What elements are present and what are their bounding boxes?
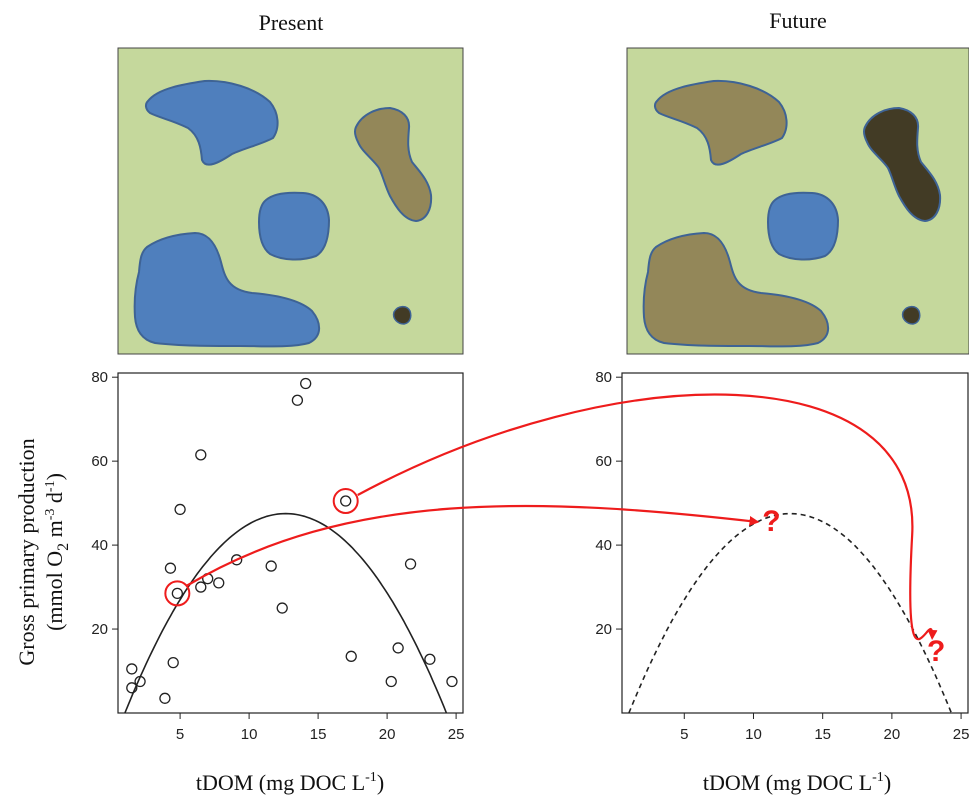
present-x-tick-label: 20 xyxy=(379,726,396,743)
present-y-tick-label: 20 xyxy=(91,621,108,638)
present-data-point xyxy=(300,377,312,390)
transfer-arrows xyxy=(186,393,938,641)
present-data-point xyxy=(404,558,417,570)
present-lake-center xyxy=(257,191,331,261)
y-axis-label-line2: (mmol O2 m-3 d-1) xyxy=(42,473,72,631)
present-data-point xyxy=(126,663,138,675)
present-x-tick-label: 5 xyxy=(176,726,184,743)
present-data-point xyxy=(171,587,183,600)
present-data-point xyxy=(276,602,288,614)
future-plot-frame xyxy=(621,372,969,714)
future-y-tick-label: 60 xyxy=(595,453,612,470)
present-data-point xyxy=(265,560,277,572)
future-y-tick-label: 80 xyxy=(595,369,612,386)
present-data-point xyxy=(164,562,177,574)
present-data-point xyxy=(345,650,357,662)
present-data-point xyxy=(424,653,436,665)
present-x-tick-label: 25 xyxy=(448,726,465,743)
future-x-tick-label: 25 xyxy=(953,726,969,743)
future-y-tick-label: 20 xyxy=(595,621,612,638)
present-data-point xyxy=(291,394,304,406)
present-x-axis-label: tDOM (mg DOC L-1) xyxy=(196,770,384,795)
present-pond-tiny xyxy=(392,305,412,325)
future-title: Future xyxy=(769,8,826,33)
future-x-tick-label: 10 xyxy=(745,726,762,743)
present-x-tick-label: 15 xyxy=(310,726,327,743)
y-axis-label-line1: Gross primary production xyxy=(14,438,39,665)
future-x-tick-label: 5 xyxy=(680,726,688,743)
present-data-point xyxy=(213,577,225,589)
future-y-tick-label: 40 xyxy=(595,537,612,554)
future-lake-top-left xyxy=(653,79,788,166)
present-data-point xyxy=(167,656,179,669)
arrow-to-peak-question xyxy=(186,504,760,587)
future-x-tick-label: 15 xyxy=(814,726,831,743)
future-question-mark: ? xyxy=(927,635,945,668)
present-data-point xyxy=(195,581,207,593)
future-lake-center xyxy=(766,191,840,261)
present-data-point xyxy=(340,495,352,507)
present-data-point xyxy=(231,554,243,566)
present-y-tick-label: 60 xyxy=(91,453,108,470)
present-plot-frame xyxy=(117,372,464,714)
present-lake-top-left xyxy=(144,79,279,166)
present-map xyxy=(117,47,464,355)
present-data-point xyxy=(174,503,186,516)
present-y-tick-label: 80 xyxy=(91,369,108,386)
present-y-tick-label: 40 xyxy=(91,537,108,554)
future-x-axis-label: tDOM (mg DOC L-1) xyxy=(703,770,891,795)
future-question-mark: ? xyxy=(762,505,780,538)
future-pond-tiny xyxy=(901,305,921,325)
present-data-point xyxy=(134,675,146,688)
present-title: Present xyxy=(259,10,324,35)
y-axis-label: Gross primary production (mmol O2 m-3 d-… xyxy=(14,438,72,665)
future-x-tick-label: 20 xyxy=(884,726,901,743)
arrow-to-right-question xyxy=(357,393,938,641)
present-data-point xyxy=(392,642,404,654)
present-highlight-ring xyxy=(332,488,359,515)
present-fit-curve xyxy=(124,512,448,714)
present-data-point xyxy=(126,682,138,694)
present-data-point xyxy=(159,692,171,704)
future-lake-bottom-left xyxy=(642,231,830,348)
future-lake-right xyxy=(862,106,942,223)
present-data-point xyxy=(195,449,207,461)
present-data-point xyxy=(446,675,458,688)
present-lake-bottom-left xyxy=(133,231,321,348)
present-x-tick-label: 10 xyxy=(241,726,258,743)
present-plot: 5 10 15 20 25 20 40 60 80 xyxy=(91,369,464,743)
present-data-point xyxy=(385,675,397,688)
future-fit-curve xyxy=(628,512,953,714)
present-lake-right xyxy=(353,106,433,223)
future-map xyxy=(626,47,969,355)
future-plot: 5 10 15 20 25 20 40 60 80?? xyxy=(595,369,969,743)
present-highlight-ring xyxy=(164,580,191,607)
